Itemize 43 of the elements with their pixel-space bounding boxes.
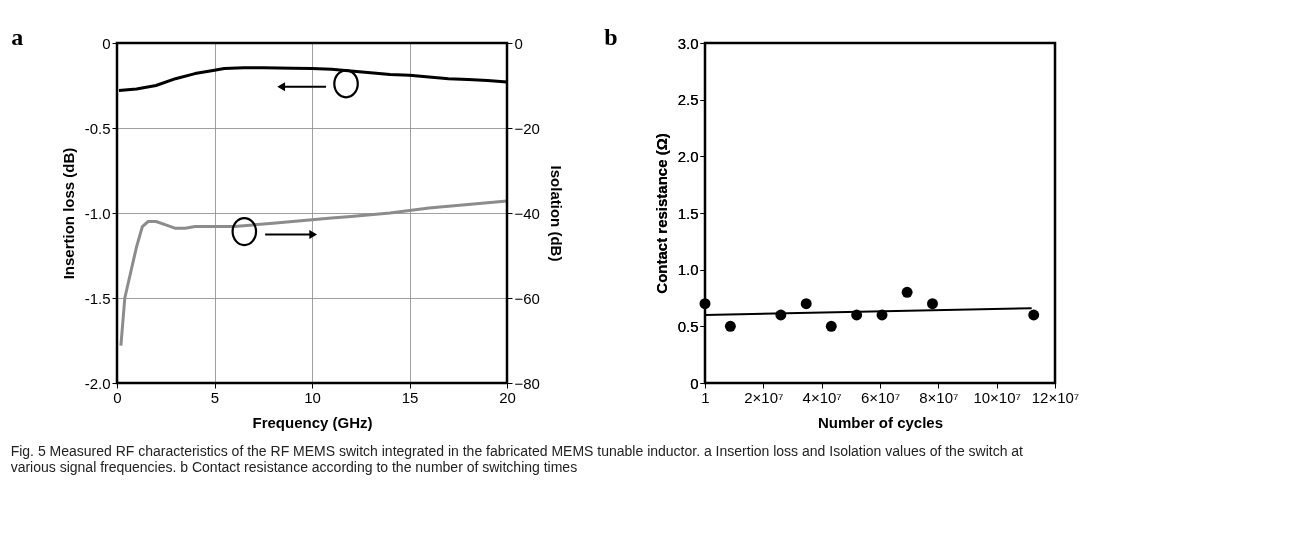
y-tick-label: 2.0 [677, 147, 699, 165]
chart-title: b [604, 24, 618, 50]
y2-tick-label: −20 [514, 119, 540, 137]
y-axis-title: Insertion loss (dB) [59, 147, 77, 280]
x-tick-label: 6×10⁷ [860, 388, 901, 406]
x-tick-label: 10×10⁷ [973, 388, 1021, 406]
y-tick-label: 0 [690, 374, 699, 392]
chart-title: a [11, 24, 24, 50]
y-tick-label: -0.5 [84, 119, 111, 137]
y2-tick-label: −80 [514, 374, 540, 392]
x-tick-label: 20 [499, 388, 516, 406]
point [825, 320, 837, 332]
x-tick-label: 2×10⁷ [744, 388, 784, 406]
x-tick-label: 15 [401, 388, 419, 406]
point [927, 298, 938, 310]
y2-tick-label: 0 [514, 34, 523, 52]
caption: Fig. 5 Measured RF characteristics of the RF MEMS switch integrated in the fabricated MEMS tunable inductor. a Insertion loss and Isolation values of the switch at various signal frequencies. b Contact resistance according to the number of switching times [10, 442, 1024, 475]
y2-tick-label: −60 [514, 289, 540, 307]
x-tick-label: 4×10⁷ [802, 388, 842, 406]
y-tick-label: -2.0 [84, 374, 111, 392]
x-axis-title: Frequency (GHz) [252, 413, 373, 431]
y-tick-label: -1.5 [84, 289, 111, 307]
x-tick-label: 0 [113, 388, 122, 406]
x-tick-label: 10 [304, 388, 321, 406]
x-tick-label: 12×10⁷ [1031, 388, 1080, 406]
point [1028, 309, 1040, 321]
x-tick-label: 1 [701, 388, 710, 406]
y-tick-label: 0 [102, 34, 111, 52]
point [724, 320, 736, 332]
y-tick-label: 2.5 [677, 91, 699, 109]
point [901, 286, 913, 298]
y2-axis-title: Isolation (dB) [547, 165, 565, 262]
y-tick-label: -1.0 [84, 204, 111, 222]
y-tick-label: 3.0 [677, 34, 699, 52]
y-tick-label: 1.0 [677, 261, 699, 279]
y-tick-label: 1.5 [677, 204, 699, 222]
point [800, 298, 812, 310]
x-tick-label: 5 [210, 388, 220, 406]
y-axis-title: Contact resistance (Ω) [652, 133, 670, 294]
x-axis-title: Number of cycles [817, 413, 944, 431]
y-tick-label: 0.5 [677, 317, 699, 335]
x-tick-label: 8×10⁷ [919, 388, 959, 406]
y2-tick-label: −40 [514, 204, 540, 222]
